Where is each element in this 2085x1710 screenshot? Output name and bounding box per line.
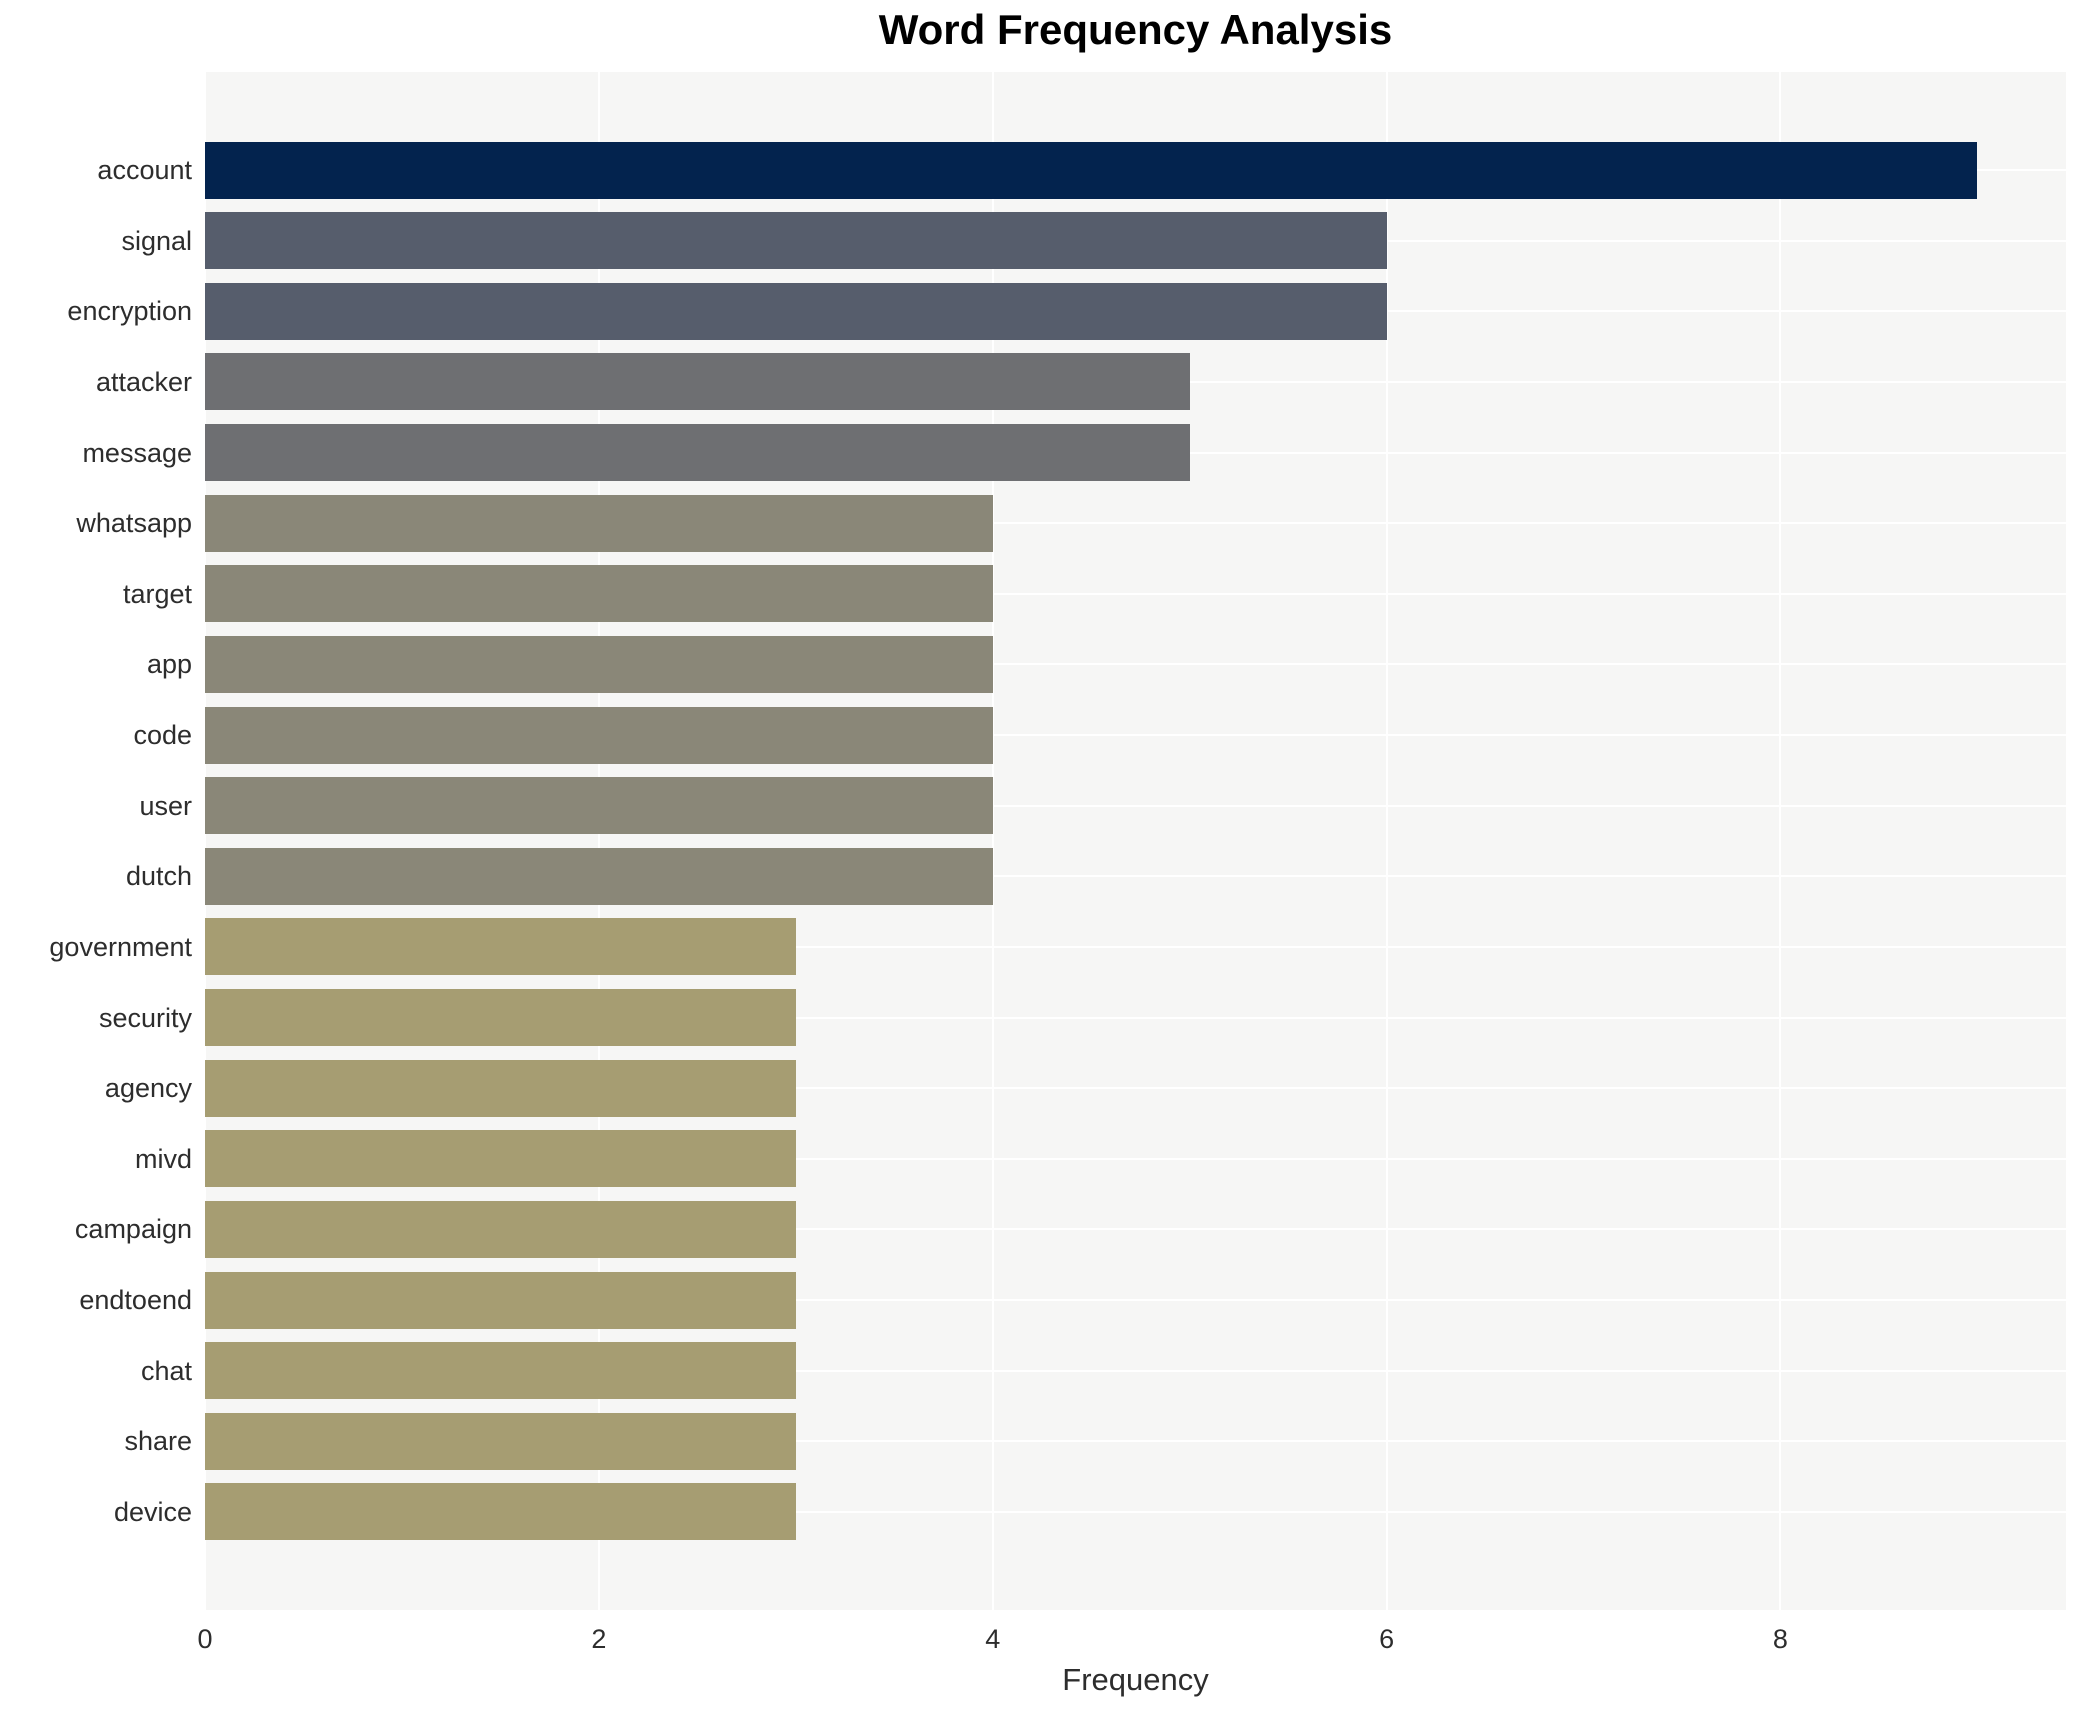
x-gridline (597, 72, 600, 1610)
bar-message (205, 424, 1190, 482)
bar-dutch (205, 847, 993, 905)
bar-agency (205, 1059, 796, 1117)
bar-user (205, 777, 993, 835)
x-tick-label-0: 0 (197, 1624, 213, 1654)
bar-mivd (205, 1130, 796, 1188)
y-tick-label-user: user (139, 790, 192, 821)
y-tick-label-device: device (113, 1496, 192, 1527)
y-gridline (205, 804, 2066, 807)
bar-target (205, 565, 993, 623)
bar-campaign (205, 1200, 796, 1258)
y-tick-label-share: share (124, 1426, 192, 1457)
x-gridline (1779, 72, 1782, 1610)
x-axis-title: Frequency (1062, 1662, 1209, 1697)
y-tick-label-mivd: mivd (134, 1143, 192, 1174)
y-tick-label-government: government (49, 931, 192, 962)
y-gridline (205, 734, 2066, 737)
y-gridline (205, 1087, 2066, 1090)
bar-attacker (205, 353, 1190, 411)
y-gridline (205, 875, 2066, 878)
bar-whatsapp (205, 494, 993, 552)
y-tick-label-signal: signal (121, 225, 192, 256)
y-gridline (205, 1157, 2066, 1160)
chart-title: Word Frequency Analysis (878, 6, 1393, 53)
x-gridline (991, 72, 994, 1610)
y-gridline (205, 1016, 2066, 1019)
y-gridline (205, 1510, 2066, 1513)
y-tick-label-dutch: dutch (125, 861, 192, 892)
y-gridline (205, 1299, 2066, 1302)
y-tick-label-target: target (122, 578, 192, 609)
bar-signal (205, 212, 1387, 270)
y-gridline (205, 1228, 2066, 1231)
y-gridline (205, 592, 2066, 595)
bar-chat (205, 1342, 796, 1400)
y-tick-label-app: app (146, 649, 192, 680)
bar-encryption (205, 282, 1387, 340)
x-tick-label-4: 4 (985, 1624, 1001, 1654)
bar-share (205, 1412, 796, 1470)
bar-security (205, 989, 796, 1047)
bar-account (205, 141, 1978, 199)
y-tick-label-chat: chat (140, 1355, 192, 1386)
x-tick-label-2: 2 (591, 1624, 607, 1654)
bar-device (205, 1483, 796, 1541)
x-gridline (205, 72, 206, 1610)
y-tick-label-whatsapp: whatsapp (76, 508, 192, 539)
x-gridline (1385, 72, 1388, 1610)
y-tick-label-endtoend: endtoend (79, 1285, 192, 1316)
y-tick-label-message: message (82, 437, 192, 468)
y-gridline (205, 522, 2066, 525)
bar-code (205, 706, 993, 764)
y-tick-label-encryption: encryption (67, 296, 192, 327)
y-tick-label-attacker: attacker (95, 366, 192, 397)
y-gridline (205, 945, 2066, 948)
y-tick-label-campaign: campaign (74, 1214, 192, 1245)
x-tick-label-6: 6 (1379, 1624, 1395, 1654)
bar-app (205, 635, 993, 693)
bar-government (205, 918, 796, 976)
x-tick-label-8: 8 (1772, 1624, 1788, 1654)
bar-endtoend (205, 1271, 796, 1329)
y-tick-label-account: account (97, 155, 192, 185)
y-tick-label-agency: agency (104, 1073, 192, 1104)
y-gridline (205, 1369, 2066, 1372)
y-tick-label-code: code (133, 720, 192, 751)
plot-area (205, 72, 2066, 1610)
y-gridline (205, 1440, 2066, 1443)
y-gridline (205, 663, 2066, 666)
y-tick-label-security: security (98, 1002, 192, 1033)
